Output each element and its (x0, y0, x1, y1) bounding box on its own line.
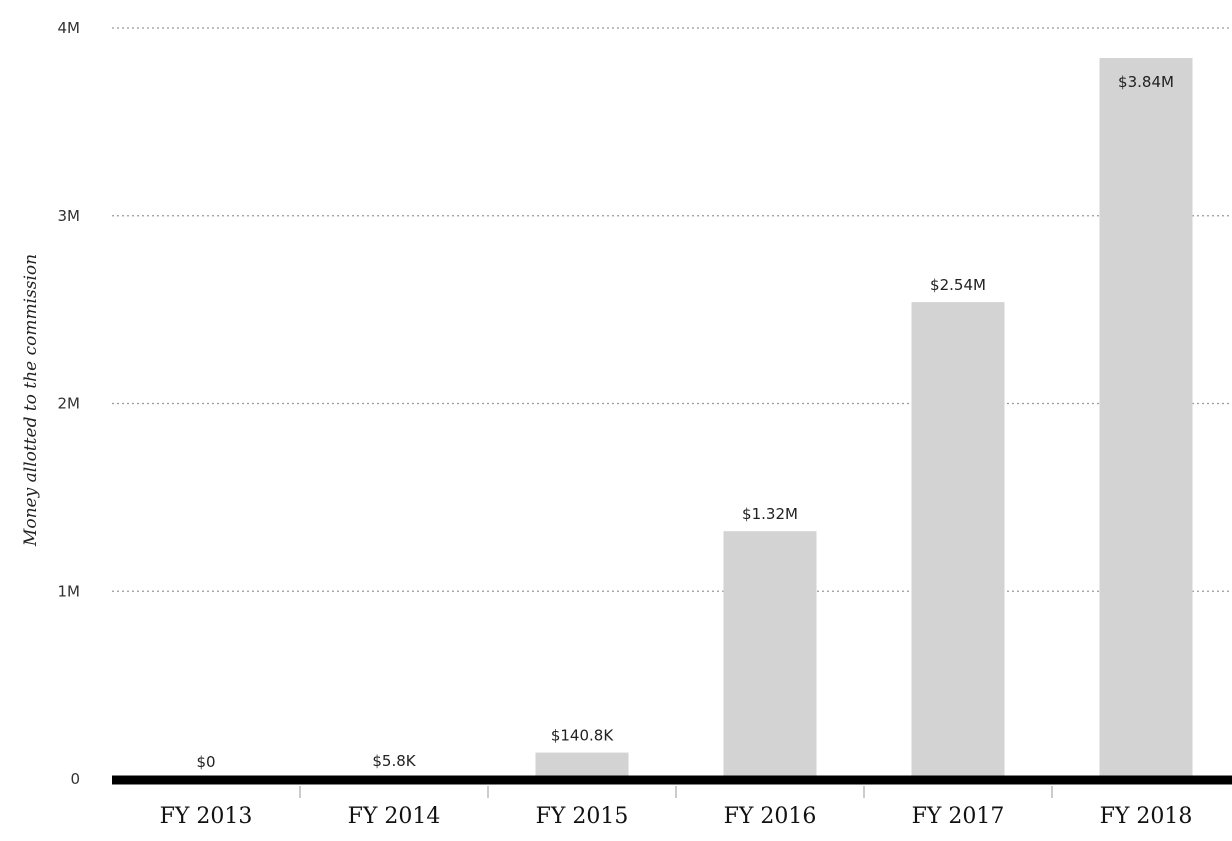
data-labels: $0 $5.8K $140.8K $1.32M $2.54M $3.84M (196, 73, 1173, 771)
bar (1099, 58, 1193, 780)
x-tick-label: FY 2013 (160, 804, 253, 829)
data-label: $0 (196, 753, 215, 771)
y-tick-label: 2M (58, 395, 81, 413)
data-label: $1.32M (742, 505, 798, 523)
gridlines (112, 27, 1232, 592)
data-label: $3.84M (1118, 73, 1174, 91)
x-axis-ticks: FY 2013 FY 2014 FY 2015 FY 2016 FY 2017 FY 20… (112, 775, 1232, 829)
x-tick-label: FY 2014 (348, 804, 441, 829)
y-tick-label: 1M (58, 582, 81, 600)
x-tick-label: FY 2015 (536, 804, 629, 829)
bar (911, 302, 1005, 779)
x-tick-label: FY 2018 (1100, 804, 1193, 829)
x-tick-label: FY 2016 (724, 804, 817, 829)
y-axis-label: Money allotted to the commission (21, 254, 41, 547)
y-tick-label: 3M (58, 207, 81, 225)
bar (723, 531, 817, 779)
y-tick-label: 4M (58, 19, 81, 37)
data-label: $2.54M (930, 276, 986, 294)
bars (347, 58, 1193, 780)
data-label: $5.8K (372, 752, 416, 770)
bar (535, 752, 629, 779)
data-label: $140.8K (551, 727, 614, 745)
x-tick-label: FY 2017 (912, 804, 1005, 829)
y-tick-label: 0 (70, 770, 80, 788)
y-axis-ticks: 0 1M 2M 3M 4M (58, 19, 81, 788)
